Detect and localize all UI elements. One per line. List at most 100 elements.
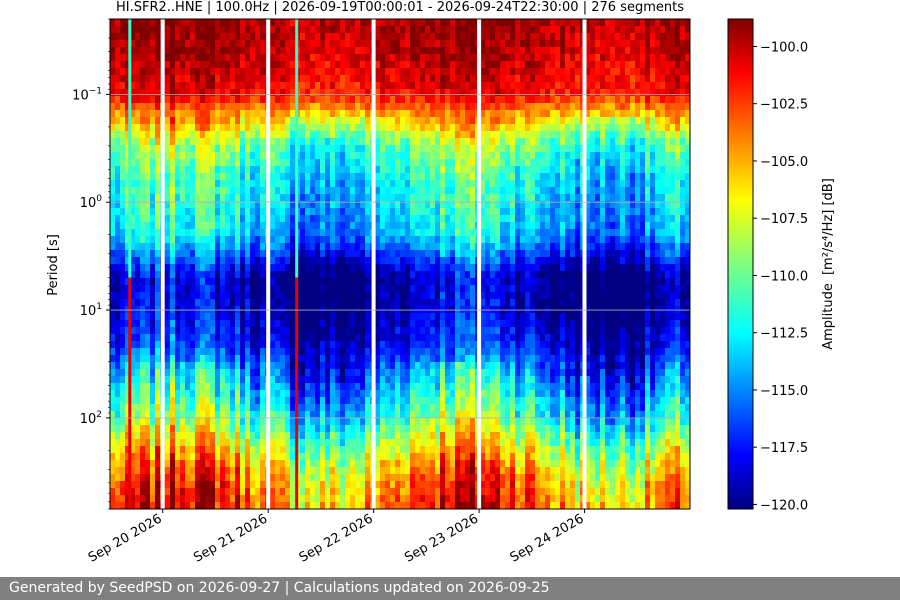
heatmap-cell (360, 187, 366, 195)
heatmap-cell (300, 222, 306, 230)
heatmap-cell (220, 229, 226, 237)
heatmap-cell (180, 278, 186, 286)
heatmap-cell (330, 418, 336, 426)
heatmap-cell (365, 453, 371, 461)
heatmap-cell (400, 355, 406, 363)
heatmap-cell (290, 411, 296, 419)
heatmap-cell (280, 40, 286, 48)
heatmap-cell (245, 362, 251, 370)
heatmap-cell (145, 411, 151, 419)
heatmap-cell (440, 180, 446, 188)
heatmap-cell (325, 341, 331, 349)
heatmap-cell (150, 285, 156, 293)
heatmap-cell (320, 33, 326, 41)
heatmap-cell (305, 348, 311, 356)
heatmap-cell (175, 488, 181, 496)
heatmap-cell (115, 502, 121, 509)
heatmap-cell (220, 250, 226, 258)
heatmap-cell (125, 40, 131, 48)
heatmap-cell (325, 222, 331, 230)
heatmap-cell (420, 208, 426, 216)
heatmap-cell (290, 40, 296, 48)
heatmap-cell (405, 334, 411, 342)
heatmap-cell (395, 285, 401, 293)
heatmap-cell (200, 208, 206, 216)
heatmap-cell (440, 383, 446, 391)
heatmap-cell (190, 222, 196, 230)
heatmap-cell (210, 446, 216, 454)
heatmap-cell (425, 376, 431, 384)
heatmap-cell (430, 173, 436, 181)
heatmap-cell (330, 40, 336, 48)
heatmap-cell (130, 152, 136, 160)
heatmap-cell (245, 397, 251, 405)
heatmap-cell (405, 292, 411, 300)
heatmap-cell (140, 96, 146, 104)
heatmap-cell (345, 411, 351, 419)
heatmap-cell (365, 89, 371, 97)
heatmap-cell (430, 47, 436, 55)
heatmap-cell (385, 390, 391, 398)
heatmap-cell (200, 446, 206, 454)
heatmap-cell (390, 439, 396, 447)
heatmap-cell (290, 292, 296, 300)
heatmap-cell (230, 418, 236, 426)
heatmap-cell (460, 264, 466, 272)
heatmap-cell (360, 131, 366, 139)
heatmap-cell (455, 299, 461, 307)
heatmap-cell (430, 425, 436, 433)
heatmap-cell (365, 40, 371, 48)
heatmap-cell (135, 334, 141, 342)
heatmap-cell (360, 166, 366, 174)
heatmap-cell (365, 432, 371, 440)
heatmap-cell (325, 103, 331, 111)
heatmap-cell (420, 439, 426, 447)
heatmap-cell (260, 61, 266, 69)
heatmap-cell (350, 502, 356, 509)
heatmap-cell (150, 348, 156, 356)
heatmap-cell (440, 411, 446, 419)
heatmap-cell (130, 166, 136, 174)
heatmap-cell (340, 299, 346, 307)
heatmap-cell (455, 124, 461, 132)
heatmap-cell (350, 47, 356, 55)
heatmap-cell (375, 124, 381, 132)
heatmap-cell (215, 117, 221, 125)
heatmap-cell (205, 355, 211, 363)
heatmap-cell (450, 257, 456, 265)
heatmap-cell (275, 152, 281, 160)
heatmap-cell (120, 327, 126, 335)
heatmap-cell (310, 180, 316, 188)
heatmap-cell (115, 229, 121, 237)
heatmap-cell (250, 33, 256, 41)
heatmap-cell (320, 460, 326, 468)
heatmap-cell (385, 334, 391, 342)
heatmap-cell (310, 467, 316, 475)
heatmap-cell (440, 75, 446, 83)
heatmap-cell (290, 334, 296, 342)
heatmap-cell (430, 369, 436, 377)
heatmap-cell (130, 159, 136, 167)
heatmap-cell (230, 131, 236, 139)
heatmap-cell (455, 467, 461, 475)
heatmap-cell (345, 460, 351, 468)
heatmap-cell (275, 362, 281, 370)
heatmap-cell (215, 453, 221, 461)
heatmap-cell (425, 348, 431, 356)
heatmap-cell (255, 355, 261, 363)
heatmap-cell (135, 397, 141, 405)
heatmap-cell (350, 292, 356, 300)
heatmap-cell (335, 131, 341, 139)
heatmap-cell (450, 271, 456, 279)
heatmap-cell (175, 173, 181, 181)
heatmap-cell (380, 103, 386, 111)
heatmap-cell (375, 299, 381, 307)
heatmap-cell (155, 166, 161, 174)
heatmap-cell (415, 488, 421, 496)
heatmap-cell (335, 502, 341, 509)
heatmap-cell (335, 481, 341, 489)
heatmap-cell (275, 124, 281, 132)
heatmap-cell (225, 75, 231, 83)
heatmap-cell (125, 369, 131, 377)
heatmap-cell (165, 250, 171, 258)
